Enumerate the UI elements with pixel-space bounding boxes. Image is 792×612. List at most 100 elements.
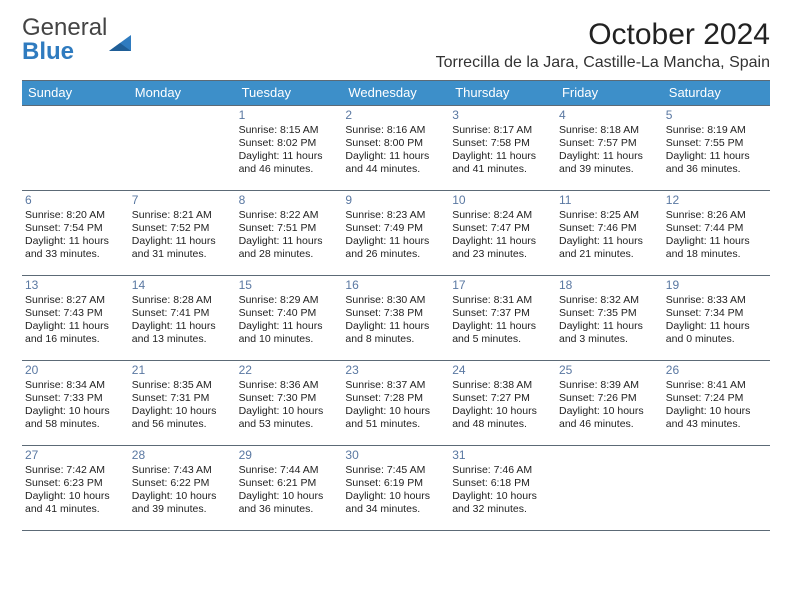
day-cell: 4Sunrise: 8:18 AMSunset: 7:57 PMDaylight…	[556, 106, 663, 190]
sunrise-line: Sunrise: 8:39 AM	[559, 379, 660, 392]
day-cell: 5Sunrise: 8:19 AMSunset: 7:55 PMDaylight…	[663, 106, 770, 190]
sunset-line: Sunset: 7:33 PM	[25, 392, 126, 405]
sunset-line: Sunset: 6:18 PM	[452, 477, 553, 490]
day-number: 24	[452, 363, 553, 378]
sunset-line: Sunset: 7:24 PM	[666, 392, 767, 405]
logo-word-general: General	[22, 14, 107, 41]
daylight-line: Daylight: 10 hours and 53 minutes.	[239, 405, 340, 431]
sunrise-line: Sunrise: 8:41 AM	[666, 379, 767, 392]
sunrise-line: Sunrise: 8:24 AM	[452, 209, 553, 222]
daylight-line: Daylight: 11 hours and 26 minutes.	[345, 235, 446, 261]
sunrise-line: Sunrise: 8:20 AM	[25, 209, 126, 222]
day-cell: 25Sunrise: 8:39 AMSunset: 7:26 PMDayligh…	[556, 361, 663, 445]
column-header: Wednesday	[342, 81, 449, 105]
day-cell	[22, 106, 129, 190]
day-number: 11	[559, 193, 660, 208]
column-header: Tuesday	[236, 81, 343, 105]
logo-triangle-icon	[109, 33, 133, 53]
day-cell: 28Sunrise: 7:43 AMSunset: 6:22 PMDayligh…	[129, 446, 236, 530]
sunrise-line: Sunrise: 8:33 AM	[666, 294, 767, 307]
day-cell: 24Sunrise: 8:38 AMSunset: 7:27 PMDayligh…	[449, 361, 556, 445]
sunrise-line: Sunrise: 8:25 AM	[559, 209, 660, 222]
sunrise-line: Sunrise: 7:42 AM	[25, 464, 126, 477]
day-number: 2	[345, 108, 446, 123]
month-title: October 2024	[436, 18, 770, 52]
sunset-line: Sunset: 7:43 PM	[25, 307, 126, 320]
day-number: 3	[452, 108, 553, 123]
day-number: 20	[25, 363, 126, 378]
daylight-line: Daylight: 11 hours and 41 minutes.	[452, 150, 553, 176]
sunset-line: Sunset: 8:00 PM	[345, 137, 446, 150]
sunset-line: Sunset: 7:57 PM	[559, 137, 660, 150]
daylight-line: Daylight: 11 hours and 31 minutes.	[132, 235, 233, 261]
sunset-line: Sunset: 7:38 PM	[345, 307, 446, 320]
sunset-line: Sunset: 7:41 PM	[132, 307, 233, 320]
daylight-line: Daylight: 10 hours and 56 minutes.	[132, 405, 233, 431]
day-number: 18	[559, 278, 660, 293]
sunset-line: Sunset: 7:52 PM	[132, 222, 233, 235]
sunset-line: Sunset: 7:28 PM	[345, 392, 446, 405]
daylight-line: Daylight: 11 hours and 0 minutes.	[666, 320, 767, 346]
daylight-line: Daylight: 11 hours and 23 minutes.	[452, 235, 553, 261]
sunrise-line: Sunrise: 8:38 AM	[452, 379, 553, 392]
sunrise-line: Sunrise: 7:44 AM	[239, 464, 340, 477]
sunset-line: Sunset: 6:21 PM	[239, 477, 340, 490]
day-cell: 23Sunrise: 8:37 AMSunset: 7:28 PMDayligh…	[342, 361, 449, 445]
sunset-line: Sunset: 7:37 PM	[452, 307, 553, 320]
sunrise-line: Sunrise: 7:45 AM	[345, 464, 446, 477]
sunset-line: Sunset: 7:55 PM	[666, 137, 767, 150]
day-number: 13	[25, 278, 126, 293]
column-header: Friday	[556, 81, 663, 105]
day-number: 23	[345, 363, 446, 378]
day-cell: 31Sunrise: 7:46 AMSunset: 6:18 PMDayligh…	[449, 446, 556, 530]
daylight-line: Daylight: 11 hours and 13 minutes.	[132, 320, 233, 346]
sunrise-line: Sunrise: 7:46 AM	[452, 464, 553, 477]
daylight-line: Daylight: 11 hours and 36 minutes.	[666, 150, 767, 176]
day-number: 9	[345, 193, 446, 208]
day-cell: 16Sunrise: 8:30 AMSunset: 7:38 PMDayligh…	[342, 276, 449, 360]
day-number: 5	[666, 108, 767, 123]
day-cell: 13Sunrise: 8:27 AMSunset: 7:43 PMDayligh…	[22, 276, 129, 360]
sunrise-line: Sunrise: 8:29 AM	[239, 294, 340, 307]
week-row: 6Sunrise: 8:20 AMSunset: 7:54 PMDaylight…	[22, 190, 770, 275]
day-cell: 6Sunrise: 8:20 AMSunset: 7:54 PMDaylight…	[22, 191, 129, 275]
week-row: 13Sunrise: 8:27 AMSunset: 7:43 PM Dayligh…	[22, 275, 770, 360]
day-cell: 11Sunrise: 8:25 AMSunset: 7:46 PMDayligh…	[556, 191, 663, 275]
column-header: Sunday	[22, 81, 129, 105]
day-cell	[663, 446, 770, 530]
day-cell: 15Sunrise: 8:29 AMSunset: 7:40 PMDayligh…	[236, 276, 343, 360]
daylight-line: Daylight: 10 hours and 36 minutes.	[239, 490, 340, 516]
day-cell: 20Sunrise: 8:34 AMSunset: 7:33 PMDayligh…	[22, 361, 129, 445]
calendar: SundayMondayTuesdayWednesdayThursdayFrid…	[22, 80, 770, 531]
daylight-line: Daylight: 11 hours and 3 minutes.	[559, 320, 660, 346]
sunset-line: Sunset: 7:58 PM	[452, 137, 553, 150]
sunrise-line: Sunrise: 8:34 AM	[25, 379, 126, 392]
sunrise-line: Sunrise: 8:23 AM	[345, 209, 446, 222]
column-header: Thursday	[449, 81, 556, 105]
daylight-line: Daylight: 10 hours and 58 minutes.	[25, 405, 126, 431]
sunrise-line: Sunrise: 8:27 AM	[25, 294, 126, 307]
day-number: 19	[666, 278, 767, 293]
day-cell: 12Sunrise: 8:26 AMSunset: 7:44 PMDayligh…	[663, 191, 770, 275]
sunrise-line: Sunrise: 8:28 AM	[132, 294, 233, 307]
sunset-line: Sunset: 7:26 PM	[559, 392, 660, 405]
daylight-line: Daylight: 11 hours and 5 minutes.	[452, 320, 553, 346]
sunset-line: Sunset: 7:54 PM	[25, 222, 126, 235]
sunrise-line: Sunrise: 8:26 AM	[666, 209, 767, 222]
day-number: 21	[132, 363, 233, 378]
column-header: Saturday	[663, 81, 770, 105]
day-cell: 9Sunrise: 8:23 AMSunset: 7:49 PMDaylight…	[342, 191, 449, 275]
daylight-line: Daylight: 11 hours and 46 minutes.	[239, 150, 340, 176]
day-cell: 18Sunrise: 8:32 AMSunset: 7:35 PMDayligh…	[556, 276, 663, 360]
sunrise-line: Sunrise: 8:17 AM	[452, 124, 553, 137]
sunset-line: Sunset: 7:31 PM	[132, 392, 233, 405]
day-cell: 10Sunrise: 8:24 AMSunset: 7:47 PMDayligh…	[449, 191, 556, 275]
sunrise-line: Sunrise: 8:22 AM	[239, 209, 340, 222]
day-number: 15	[239, 278, 340, 293]
day-number: 1	[239, 108, 340, 123]
sunset-line: Sunset: 7:35 PM	[559, 307, 660, 320]
week-row: 27Sunrise: 7:42 AMSunset: 6:23 PMDayligh…	[22, 445, 770, 530]
daylight-line: Daylight: 10 hours and 41 minutes.	[25, 490, 126, 516]
sunset-line: Sunset: 6:23 PM	[25, 477, 126, 490]
day-cell: 27Sunrise: 7:42 AMSunset: 6:23 PMDayligh…	[22, 446, 129, 530]
